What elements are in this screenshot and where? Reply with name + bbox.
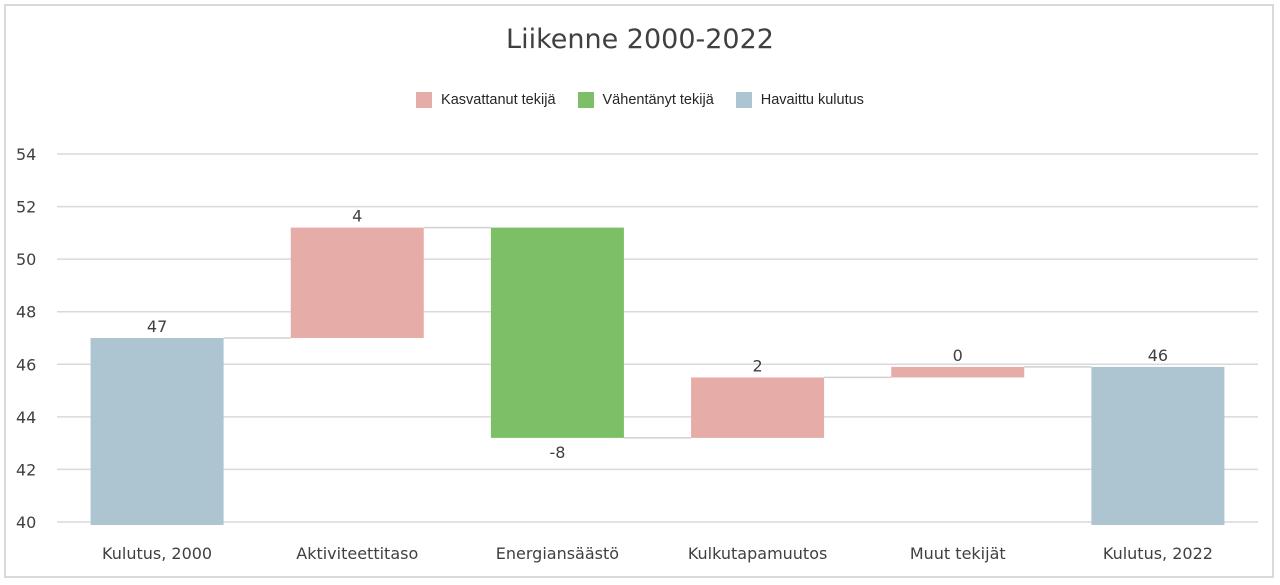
y-tick-label: 54 bbox=[16, 145, 36, 164]
data-label: 0 bbox=[953, 346, 963, 365]
data-label: -8 bbox=[549, 443, 565, 462]
data-label: 2 bbox=[752, 356, 762, 375]
bar-increase bbox=[290, 227, 424, 338]
chart-title: Liikenne 2000-2022 bbox=[506, 24, 774, 55]
x-category-label: Aktiviteettitaso bbox=[296, 544, 418, 563]
bar-decrease bbox=[490, 227, 624, 438]
x-category-label: Kulutus, 2000 bbox=[102, 544, 212, 563]
y-tick-label: 52 bbox=[16, 198, 36, 217]
x-category-label: Energiansäästö bbox=[496, 544, 619, 563]
bar-total bbox=[1091, 366, 1225, 525]
legend-item-increase: Kasvattanut tekijä bbox=[416, 92, 556, 108]
legend-item-observed: Havaittu kulutus bbox=[735, 92, 864, 108]
y-tick-label: 42 bbox=[16, 460, 36, 479]
data-label: 4 bbox=[352, 207, 362, 226]
y-tick-label: 46 bbox=[16, 355, 36, 374]
legend-item-decrease: Vähentänyt tekijä bbox=[577, 92, 714, 108]
legend-swatch-decrease bbox=[577, 92, 594, 108]
legend-label-increase: Kasvattanut tekijä bbox=[441, 92, 556, 108]
legend-swatch-increase bbox=[416, 92, 433, 108]
data-label: 47 bbox=[147, 317, 167, 336]
bar-total bbox=[90, 338, 224, 525]
bar-increase bbox=[891, 366, 1025, 378]
data-label: 46 bbox=[1148, 346, 1168, 365]
y-tick-label: 40 bbox=[16, 513, 36, 532]
legend-label-observed: Havaittu kulutus bbox=[760, 92, 864, 108]
y-tick-label: 44 bbox=[16, 408, 36, 427]
bar-increase bbox=[691, 377, 825, 438]
legend-label-decrease: Vähentänyt tekijä bbox=[602, 92, 714, 108]
x-category-label: Muut tekijät bbox=[910, 544, 1006, 563]
x-category-label: Kulutus, 2022 bbox=[1103, 544, 1213, 563]
y-tick-label: 50 bbox=[16, 250, 36, 269]
y-tick-label: 48 bbox=[16, 303, 36, 322]
chart-legend: Kasvattanut tekijä Vähentänyt tekijä Hav… bbox=[0, 92, 1280, 108]
x-category-label: Kulkutapamuutos bbox=[688, 544, 828, 563]
legend-swatch-observed bbox=[735, 92, 752, 108]
